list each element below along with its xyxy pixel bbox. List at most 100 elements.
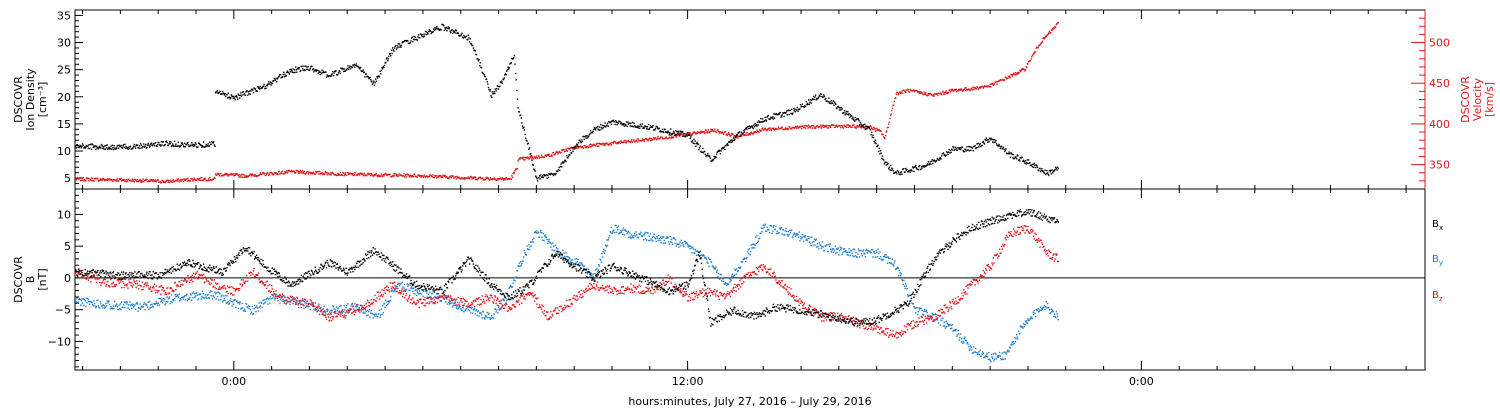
data-point [538, 175, 541, 177]
data-point [1023, 68, 1025, 71]
data-point [981, 353, 983, 355]
data-point [952, 89, 954, 91]
data-point [862, 250, 864, 252]
data-point [446, 303, 449, 305]
data-point [90, 177, 93, 179]
data-point [837, 126, 839, 128]
data-point [323, 71, 326, 74]
data-point [335, 312, 337, 315]
data-point [581, 139, 583, 141]
data-point [679, 134, 681, 137]
data-point [269, 302, 271, 304]
data-point [75, 179, 77, 181]
data-point [890, 113, 892, 115]
data-point [132, 303, 134, 305]
data-point [623, 139, 626, 142]
data-point [869, 128, 871, 130]
data-point [189, 293, 192, 295]
data-point [175, 143, 177, 145]
data-point [747, 125, 749, 128]
data-point [878, 147, 880, 150]
data-point [740, 131, 742, 133]
data-point [610, 144, 613, 146]
data-point [645, 126, 647, 128]
data-point [758, 129, 761, 131]
data-point [402, 290, 405, 293]
data-point [959, 88, 961, 91]
data-point [277, 171, 280, 173]
x-tick-label-2: 0:00 [1129, 375, 1154, 388]
legend-bx: Bx [1432, 219, 1443, 232]
data-point [259, 173, 261, 176]
data-point [477, 310, 480, 312]
data-point [151, 180, 154, 182]
data-point [1000, 146, 1002, 148]
data-point [860, 126, 862, 128]
data-point [366, 174, 368, 177]
velocity-tick-label-500: 500 [1429, 37, 1450, 50]
data-point [573, 147, 575, 149]
data-point [218, 292, 221, 294]
data-point [424, 33, 426, 35]
data-point [249, 308, 251, 311]
data-point [1045, 173, 1047, 176]
data-point [878, 128, 880, 131]
data-point [513, 54, 516, 57]
data-point [228, 303, 230, 305]
data-point [620, 122, 623, 124]
data-point [621, 124, 623, 126]
data-point [327, 172, 330, 175]
data-point [575, 145, 577, 147]
data-point [941, 94, 943, 96]
data-point [455, 307, 458, 309]
data-point [445, 176, 447, 178]
data-point [695, 254, 698, 256]
data-point [989, 83, 991, 85]
data-point [76, 144, 79, 146]
data-point [537, 180, 539, 182]
data-point [920, 307, 922, 310]
data-point [1034, 164, 1036, 166]
data-point [818, 96, 820, 98]
data-point [451, 306, 454, 308]
data-point [516, 270, 519, 272]
data-point [423, 288, 425, 291]
data-point [406, 173, 408, 175]
data-point [632, 126, 635, 128]
data-point [221, 301, 224, 303]
data-point [652, 124, 654, 127]
data-point [102, 177, 105, 180]
data-point [927, 161, 930, 163]
data-point [354, 66, 356, 68]
data-point [572, 262, 574, 264]
data-point [255, 305, 258, 307]
data-point [728, 133, 730, 135]
data-point [716, 271, 718, 273]
data-point [322, 312, 324, 314]
data-point [848, 248, 850, 250]
data-point [288, 169, 291, 172]
data-point [286, 172, 289, 174]
data-point [85, 305, 87, 308]
data-point [312, 68, 314, 71]
data-point [300, 171, 302, 173]
data-point [194, 295, 197, 297]
data-point [396, 285, 398, 288]
data-point [733, 139, 735, 142]
data-point [1004, 358, 1006, 360]
data-point [835, 103, 837, 105]
data-point [79, 177, 81, 179]
data-point [522, 127, 524, 129]
data-point [379, 316, 381, 319]
data-point [305, 172, 308, 174]
data-point [674, 134, 676, 136]
data-point [547, 176, 550, 179]
data-point [742, 132, 744, 134]
data-point [509, 63, 511, 65]
data-point [614, 123, 616, 126]
data-point [929, 161, 931, 163]
data-point [573, 263, 575, 265]
data-point [983, 142, 985, 144]
data-point [339, 174, 341, 177]
data-point [216, 89, 219, 92]
